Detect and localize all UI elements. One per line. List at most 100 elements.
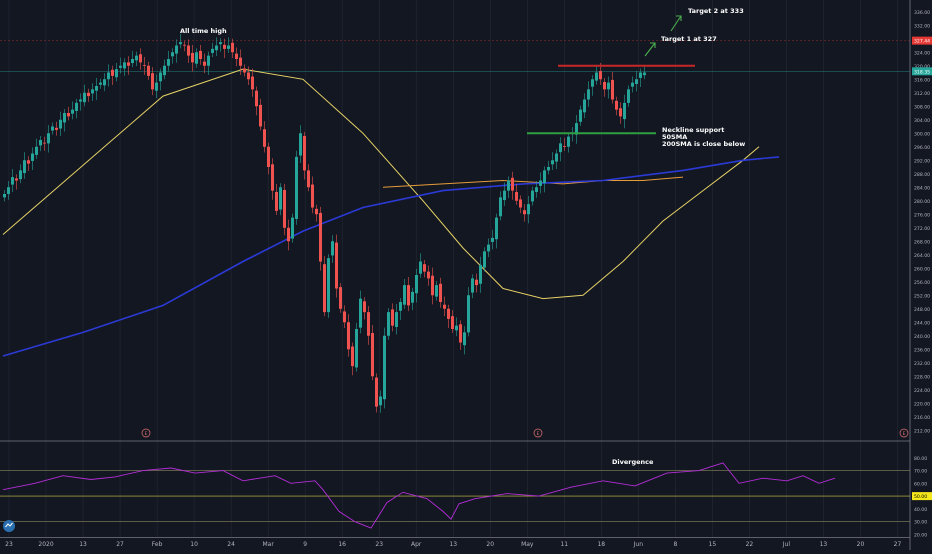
candle-body <box>171 52 174 57</box>
candle-body <box>363 301 366 313</box>
candle-body <box>515 191 518 201</box>
candle-body <box>335 242 338 289</box>
time-axis-label: Mar <box>262 541 274 548</box>
candle-body <box>267 146 270 167</box>
candle-body <box>95 86 98 91</box>
candle-body <box>223 44 226 49</box>
candle-body <box>539 180 542 186</box>
candle-body <box>563 146 566 147</box>
candle-body <box>91 89 94 94</box>
candle-body <box>183 44 186 46</box>
candle-body <box>107 72 110 80</box>
candle-body <box>407 285 410 306</box>
time-axis-label: 27 <box>894 541 902 548</box>
rsi-axis-label: 60.00 <box>914 481 927 487</box>
candle-body <box>391 309 394 326</box>
price-axis-label: 228.00 <box>914 374 930 380</box>
moving-average-100sma <box>382 176 684 188</box>
candle-body <box>83 92 86 103</box>
candle-body <box>427 271 430 279</box>
candle-body <box>227 45 230 49</box>
candle-body <box>263 129 266 147</box>
time-axis-label: 24 <box>227 541 235 548</box>
candlesticks <box>3 34 646 413</box>
event-marker-icon <box>533 428 543 438</box>
candle-body <box>67 113 70 117</box>
price-axis-label: 324.00 <box>914 50 930 56</box>
price-axis-label: 244.00 <box>914 320 930 326</box>
candle-body <box>423 264 426 272</box>
price-axis-label: 216.00 <box>914 415 930 421</box>
time-axis-label: 11 <box>560 541 568 548</box>
time-axis-label: 22 <box>746 541 754 548</box>
candle-body <box>623 102 626 120</box>
candle-body <box>507 180 510 191</box>
candle-body <box>527 204 530 215</box>
price-axis-label: 220.00 <box>914 401 930 407</box>
candle-body <box>135 55 138 61</box>
candle-body <box>611 79 614 100</box>
candle-body <box>203 61 206 66</box>
candle-body <box>347 322 350 350</box>
axes: 23 2020 13 27 Feb 10 24 Mar 9 16 23 Apr 13 20 May 11 18 J… <box>5 10 932 548</box>
event-marker-icon <box>141 428 151 438</box>
target-2-arrow-icon <box>670 15 682 32</box>
candle-body <box>543 170 546 184</box>
candle-body <box>39 140 42 146</box>
candle-body <box>255 90 258 107</box>
candle-body <box>235 53 238 59</box>
time-axis-label: Feb <box>152 541 163 548</box>
time-axis-label: May <box>521 541 534 548</box>
candle-body <box>399 302 402 311</box>
price-axis-label: 316.00 <box>914 77 930 83</box>
price-axis-label: 272.00 <box>914 226 930 232</box>
price-axis-label: 268.00 <box>914 239 930 245</box>
candle-body <box>483 251 486 268</box>
time-axis-label: 15 <box>709 541 717 548</box>
price-axis-label: 288.00 <box>914 172 930 178</box>
candle-body <box>519 199 522 208</box>
candle-body <box>495 217 498 240</box>
time-axis-label: 23 <box>375 541 383 548</box>
candle-body <box>187 45 190 56</box>
candle-body <box>479 264 482 284</box>
candle-body <box>531 190 534 202</box>
moving-average-50sma <box>2 68 760 300</box>
rsi-line <box>2 462 836 529</box>
candle-body <box>403 285 406 305</box>
candle-body <box>511 177 514 191</box>
candle-body <box>35 146 38 155</box>
time-axis-label: Jun <box>633 541 644 548</box>
candle-body <box>323 264 326 313</box>
candle-body <box>471 278 474 293</box>
candle-body <box>51 126 54 131</box>
candle-body <box>119 65 122 68</box>
candle-body <box>419 261 422 274</box>
candle-body <box>435 285 438 297</box>
price-axis-label: 284.00 <box>914 185 930 191</box>
candle-body <box>63 113 66 123</box>
candle-body <box>455 325 458 331</box>
candle-body <box>475 279 478 286</box>
candle-body <box>643 72 646 76</box>
candle-body <box>579 109 582 122</box>
time-axis-label: 9 <box>303 541 307 548</box>
candle-body <box>503 190 506 201</box>
candle-body <box>307 170 310 188</box>
candle-body <box>595 72 598 81</box>
divergence-label: Divergence <box>612 458 654 466</box>
time-axis-label: 10 <box>190 541 198 548</box>
candle-body <box>11 177 14 185</box>
moving-average-200sma <box>2 156 780 357</box>
candle-body <box>199 50 202 59</box>
event-marker-label: E <box>145 431 148 437</box>
time-axis-label: 20 <box>486 541 494 548</box>
candle-body <box>23 160 26 174</box>
candle-body <box>555 153 558 162</box>
candle-body <box>123 62 126 69</box>
candle-body <box>635 79 638 84</box>
candle-body <box>447 308 450 319</box>
candle-body <box>207 55 210 66</box>
